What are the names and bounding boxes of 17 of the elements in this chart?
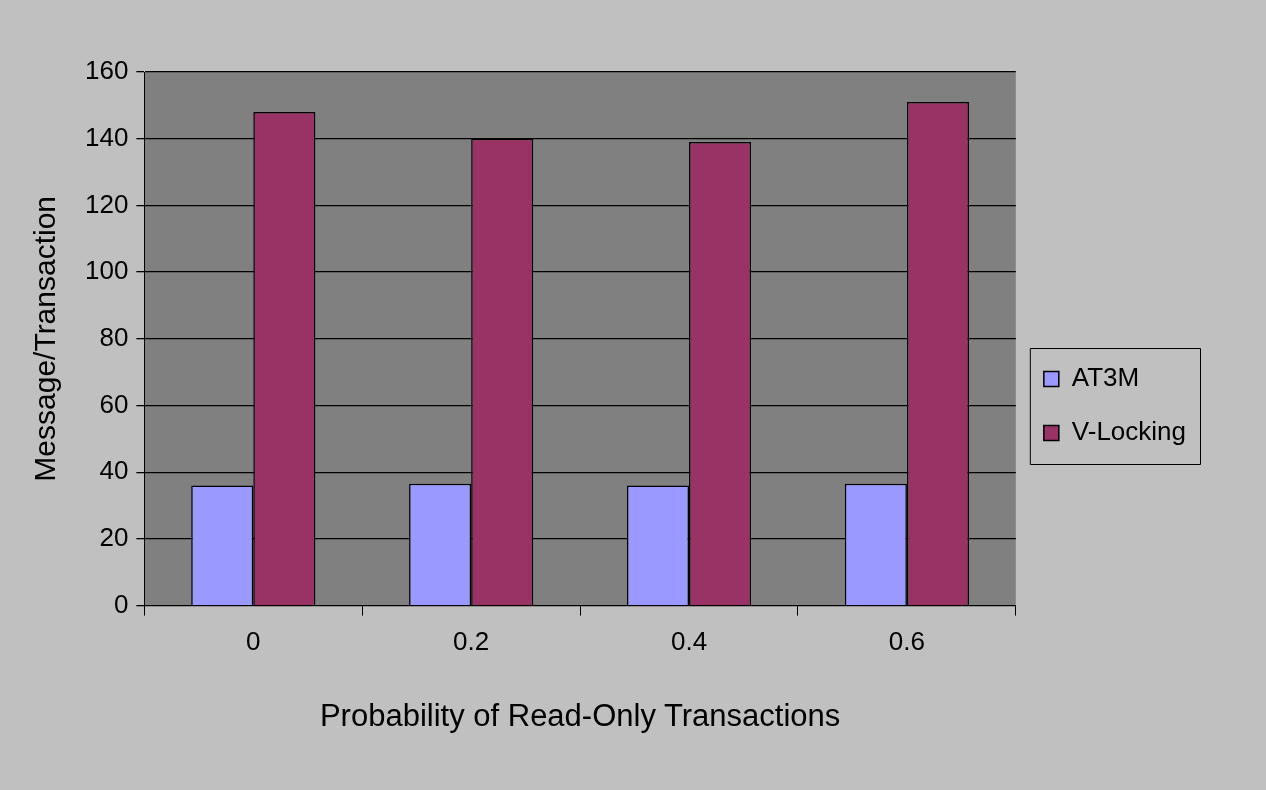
y-tick-label: 160 <box>84 55 129 86</box>
x-axis-title: Probability of Read-Only Transactions <box>319 697 841 733</box>
y-tick-label: 40 <box>99 455 129 486</box>
y-tick-label: 120 <box>84 188 129 219</box>
legend-label: V-Locking <box>1071 416 1187 447</box>
y-tick-label: 20 <box>99 522 129 553</box>
y-tick-label: 100 <box>84 255 129 286</box>
y-axis-title: Message/Transaction <box>28 195 62 482</box>
legend-label: AT3M <box>1071 362 1140 393</box>
x-tick-label: 0.6 <box>888 626 925 657</box>
y-tick-label: 60 <box>99 388 129 419</box>
x-tick-label: 0 <box>246 626 261 657</box>
y-tick-label: 80 <box>99 321 129 352</box>
x-tick-label: 0.2 <box>453 626 490 657</box>
x-tick-label: 0.4 <box>670 626 708 657</box>
y-tick-label: 140 <box>84 121 129 152</box>
y-tick-label: 0 <box>113 588 129 619</box>
